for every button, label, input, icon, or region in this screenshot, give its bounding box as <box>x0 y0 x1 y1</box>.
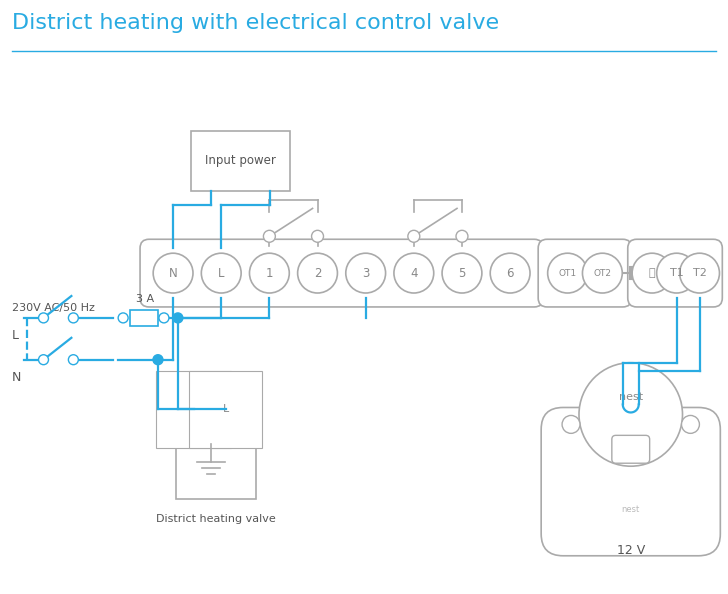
Circle shape <box>681 415 700 434</box>
Circle shape <box>394 253 434 293</box>
FancyBboxPatch shape <box>628 239 722 307</box>
Text: District heating with electrical control valve: District heating with electrical control… <box>12 13 499 33</box>
Circle shape <box>408 230 420 242</box>
FancyBboxPatch shape <box>130 310 158 326</box>
Circle shape <box>202 253 241 293</box>
Text: ⏚: ⏚ <box>649 268 655 278</box>
FancyBboxPatch shape <box>538 239 632 307</box>
Text: L: L <box>12 329 19 342</box>
Circle shape <box>657 253 697 293</box>
Text: T2: T2 <box>692 268 706 278</box>
FancyBboxPatch shape <box>191 131 290 191</box>
Circle shape <box>159 313 169 323</box>
Text: OT2: OT2 <box>593 268 612 277</box>
Circle shape <box>68 313 79 323</box>
Circle shape <box>680 253 719 293</box>
Circle shape <box>153 253 193 293</box>
Text: 5: 5 <box>459 267 466 280</box>
Circle shape <box>632 253 672 293</box>
Circle shape <box>346 253 386 293</box>
Text: N: N <box>169 267 178 280</box>
Circle shape <box>298 253 338 293</box>
Text: 3 A: 3 A <box>136 294 154 304</box>
Circle shape <box>562 415 580 434</box>
Circle shape <box>582 253 622 293</box>
Text: 230V AC/50 Hz: 230V AC/50 Hz <box>12 303 95 313</box>
Circle shape <box>68 355 79 365</box>
Circle shape <box>118 313 128 323</box>
FancyBboxPatch shape <box>140 239 543 307</box>
Text: 6: 6 <box>507 267 514 280</box>
Circle shape <box>547 253 587 293</box>
Circle shape <box>39 313 49 323</box>
Circle shape <box>490 253 530 293</box>
Circle shape <box>250 253 289 293</box>
FancyBboxPatch shape <box>541 407 720 556</box>
Circle shape <box>173 313 183 323</box>
Circle shape <box>153 355 163 365</box>
FancyBboxPatch shape <box>612 435 649 463</box>
Text: 12 V: 12 V <box>617 544 645 557</box>
Circle shape <box>579 363 683 466</box>
Text: L: L <box>223 405 229 415</box>
Text: 4: 4 <box>410 267 418 280</box>
Text: 2: 2 <box>314 267 321 280</box>
Circle shape <box>312 230 323 242</box>
Text: N: N <box>12 371 21 384</box>
FancyBboxPatch shape <box>176 390 256 499</box>
Text: nest: nest <box>622 504 640 513</box>
Circle shape <box>456 230 468 242</box>
Circle shape <box>264 230 275 242</box>
Text: nest: nest <box>619 391 643 402</box>
Text: N: N <box>189 405 198 415</box>
Circle shape <box>442 253 482 293</box>
Text: Input power: Input power <box>205 154 276 167</box>
Text: OT1: OT1 <box>558 268 577 277</box>
Text: T1: T1 <box>670 268 684 278</box>
Text: District heating valve: District heating valve <box>156 514 276 524</box>
Text: 3: 3 <box>362 267 369 280</box>
Circle shape <box>39 355 49 365</box>
Text: 1: 1 <box>266 267 273 280</box>
Text: L: L <box>218 267 224 280</box>
